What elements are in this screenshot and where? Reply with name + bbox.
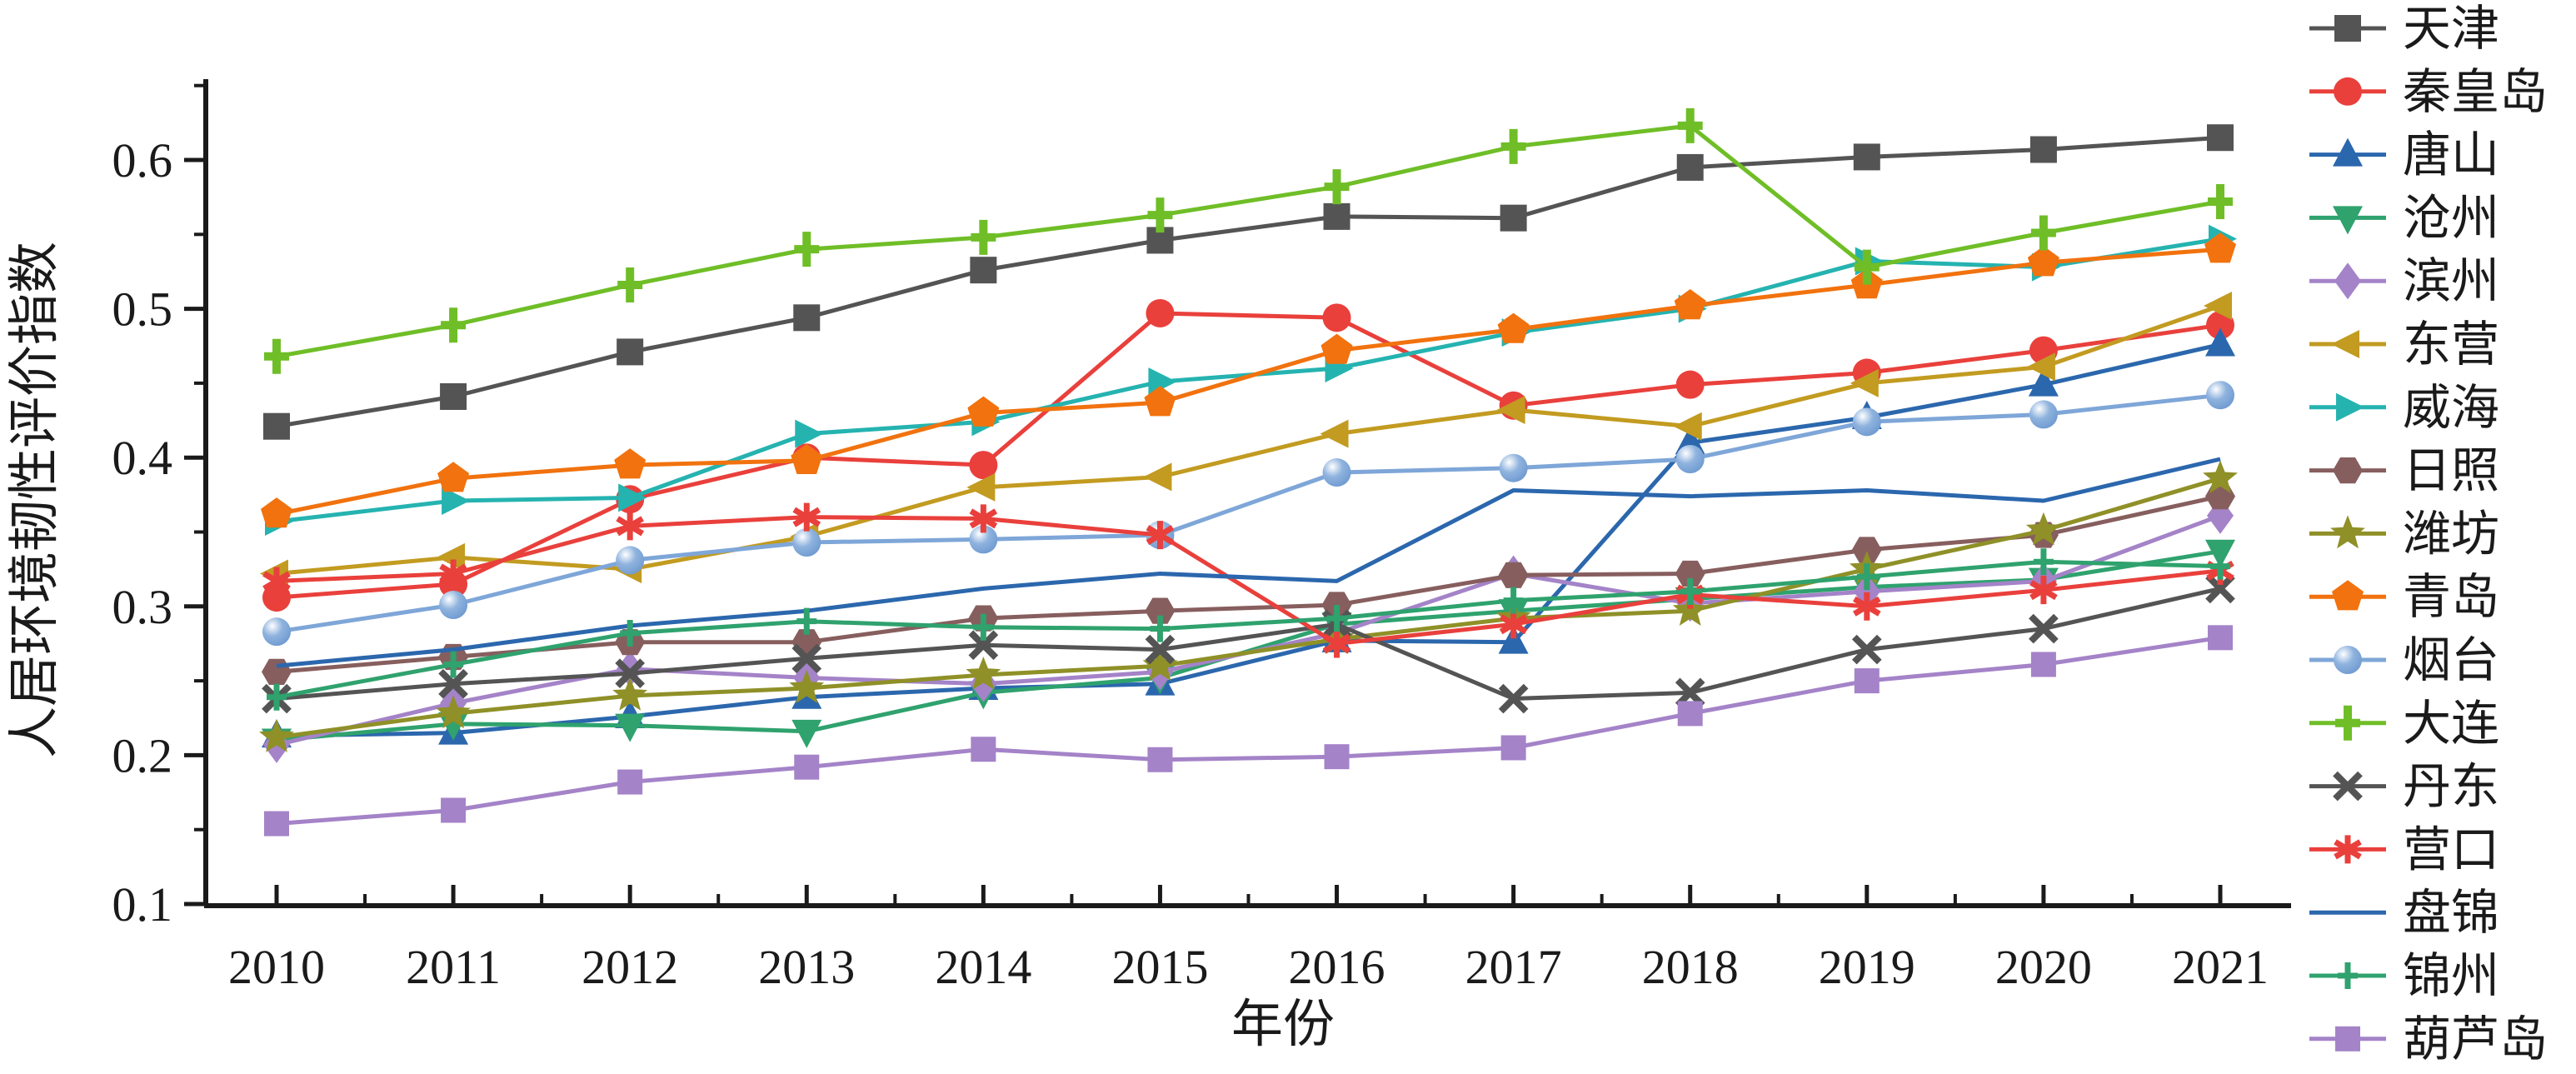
series-盘锦 <box>276 457 2221 668</box>
legend-label: 唐山 <box>2403 128 2499 182</box>
legend-label: 葫芦岛 <box>2403 1012 2548 1067</box>
series-line <box>276 135 2221 429</box>
series-line <box>276 303 2221 576</box>
x-tick-label: 2019 <box>1819 940 1915 994</box>
legend-item-烟台: 烟台 <box>2309 633 2499 687</box>
legend-item-日照: 日照 <box>2309 444 2499 498</box>
x-tick-label: 2013 <box>758 940 855 994</box>
x-tick-label: 2021 <box>2172 940 2269 994</box>
series-line <box>276 457 2221 668</box>
legend-item-丹东: 丹东 <box>2309 760 2499 814</box>
series-锦州 <box>267 548 2230 711</box>
x-tick-label: 2011 <box>406 940 501 994</box>
legend-item-潍坊: 潍坊 <box>2309 507 2499 561</box>
legend-label: 青岛 <box>2403 570 2499 624</box>
series-line <box>276 311 2221 600</box>
legend-label: 潍坊 <box>2403 507 2499 561</box>
legend-item-东营: 东营 <box>2309 317 2499 372</box>
legend-label: 锦州 <box>2403 949 2499 1003</box>
series-line <box>276 513 2221 747</box>
legend-label: 烟台 <box>2403 633 2499 687</box>
series-line <box>276 123 2221 359</box>
y-tick-label: 0.3 <box>112 580 173 634</box>
series-line <box>276 476 2221 740</box>
legend-item-天津: 天津 <box>2309 2 2499 56</box>
series-葫芦岛 <box>264 625 2233 837</box>
series-line <box>276 515 2221 646</box>
series-天津 <box>263 124 2234 440</box>
y-axis-title: 人居环境韧性评价指数 <box>7 242 63 758</box>
legend-label: 威海 <box>2403 381 2499 435</box>
x-tick-label: 2015 <box>1111 940 1208 994</box>
legend-label: 营口 <box>2403 822 2499 877</box>
legend-item-葫芦岛: 葫芦岛 <box>2309 1012 2548 1067</box>
legend-label: 滨州 <box>2403 254 2499 308</box>
series-line <box>276 559 2221 700</box>
legend-label: 盘锦 <box>2403 886 2499 940</box>
series-烟台 <box>262 381 2234 647</box>
x-tick-label: 2010 <box>228 940 325 994</box>
legend-item-营口: 营口 <box>2309 822 2499 877</box>
x-axis-title: 年份 <box>1231 997 1335 1053</box>
series-line <box>276 586 2221 701</box>
y-tick-label: 0.2 <box>112 728 173 782</box>
x-tick-label: 2020 <box>1995 940 2092 994</box>
legend-item-滨州: 滨州 <box>2309 254 2499 308</box>
x-tick-label: 2018 <box>1642 940 1739 994</box>
y-tick-label: 0.5 <box>112 282 173 337</box>
axis-spines <box>203 79 2291 908</box>
legend-item-沧州: 沧州 <box>2309 191 2499 245</box>
axes: 0.1 0.2 0.3 0.4 0.5 0.6 2010 2011 2012 2013 2014 20… <box>112 79 2291 994</box>
x-tick-label: 2014 <box>935 940 1031 994</box>
series-line <box>276 247 2221 517</box>
series-青岛 <box>261 232 2236 528</box>
legend-label: 天津 <box>2403 2 2499 56</box>
y-tick-label: 0.6 <box>112 133 173 187</box>
legend-item-青岛: 青岛 <box>2309 570 2499 624</box>
series-威海 <box>265 224 2237 536</box>
legend-item-唐山: 唐山 <box>2309 128 2499 182</box>
series-line <box>276 392 2221 634</box>
legend-label: 秦皇岛 <box>2403 65 2548 119</box>
y-tick-label: 0.1 <box>112 877 173 932</box>
legend-label: 日照 <box>2403 444 2499 498</box>
series-大连 <box>264 107 2233 374</box>
legend-label: 丹东 <box>2403 760 2499 814</box>
series-line <box>276 237 2221 524</box>
legend-item-威海: 威海 <box>2309 381 2499 435</box>
series-line <box>276 494 2221 674</box>
legend-item-秦皇岛: 秦皇岛 <box>2309 65 2548 119</box>
series-line <box>276 635 2221 827</box>
legend-label: 东营 <box>2403 317 2499 372</box>
x-tick-label: 2016 <box>1289 940 1385 994</box>
legend-item-锦州: 锦州 <box>2309 949 2499 1003</box>
legend-item-大连: 大连 <box>2309 697 2499 751</box>
y-tick-label: 0.4 <box>112 431 173 485</box>
series-line <box>276 342 2221 738</box>
legend-label: 沧州 <box>2403 191 2499 245</box>
x-tick-label: 2012 <box>582 940 678 994</box>
legend-item-盘锦: 盘锦 <box>2309 886 2499 940</box>
x-tick-label: 2017 <box>1465 940 1562 994</box>
legend-label: 大连 <box>2403 697 2499 751</box>
series-潍坊 <box>259 460 2238 752</box>
series-lines <box>259 107 2238 837</box>
